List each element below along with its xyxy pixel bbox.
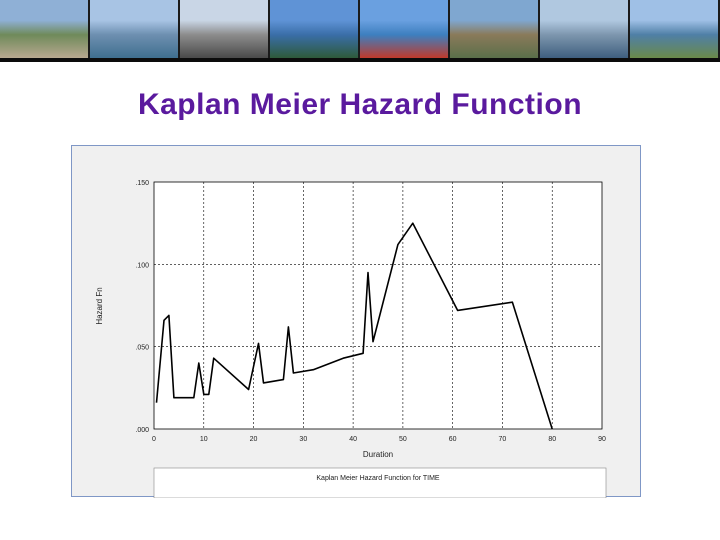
lake-palm-photo bbox=[270, 0, 358, 58]
flower-garden-photo bbox=[360, 0, 448, 58]
lakeside-town-photo bbox=[90, 0, 178, 58]
promenade-photo bbox=[180, 0, 268, 58]
y-tick-label: .000 bbox=[135, 427, 149, 434]
slide-title: Kaplan Meier Hazard Function bbox=[137, 88, 583, 121]
banner-divider bbox=[0, 58, 720, 62]
x-tick-label: 90 bbox=[598, 436, 606, 443]
hill-village-photo bbox=[0, 0, 88, 58]
mountain-lake-photo bbox=[540, 0, 628, 58]
hazard-chart: 0 10 20 30 40 50 60 70 80 90 .000 .050 .100 .150 Haza… bbox=[95, 180, 607, 498]
y-tick-label: .100 bbox=[135, 262, 149, 269]
y-axis-label: Hazard Fn bbox=[95, 287, 104, 324]
x-tick-label: 10 bbox=[200, 436, 208, 443]
legend-entry: Kaplan Meier Hazard Function for TIME bbox=[316, 475, 440, 482]
lakefront-walk-photo bbox=[630, 0, 718, 58]
axis-ticks: 0 10 20 30 40 50 60 70 80 90 .000 .050 .100 .150 bbox=[135, 180, 606, 443]
x-tick-label: 50 bbox=[399, 436, 407, 443]
x-axis-label: Duration bbox=[363, 450, 393, 459]
grid-lines bbox=[154, 182, 602, 429]
photo-banner bbox=[0, 0, 720, 62]
x-tick-label: 30 bbox=[299, 436, 307, 443]
x-tick-label: 20 bbox=[250, 436, 258, 443]
x-tick-label: 70 bbox=[499, 436, 507, 443]
hazard-series-line bbox=[155, 222, 553, 430]
y-tick-label: .050 bbox=[135, 345, 149, 352]
plot-area bbox=[153, 181, 603, 430]
x-tick-label: 0 bbox=[152, 436, 156, 443]
x-tick-label: 40 bbox=[349, 436, 357, 443]
legend-box bbox=[153, 467, 607, 498]
city-bay-photo bbox=[450, 0, 538, 58]
x-tick-label: 80 bbox=[548, 436, 556, 443]
x-tick-label: 60 bbox=[449, 436, 457, 443]
y-tick-label: .150 bbox=[135, 180, 149, 187]
chart-figure: 0 10 20 30 40 50 60 70 80 90 .000 .050 .100 .150 Haza… bbox=[71, 145, 641, 498]
